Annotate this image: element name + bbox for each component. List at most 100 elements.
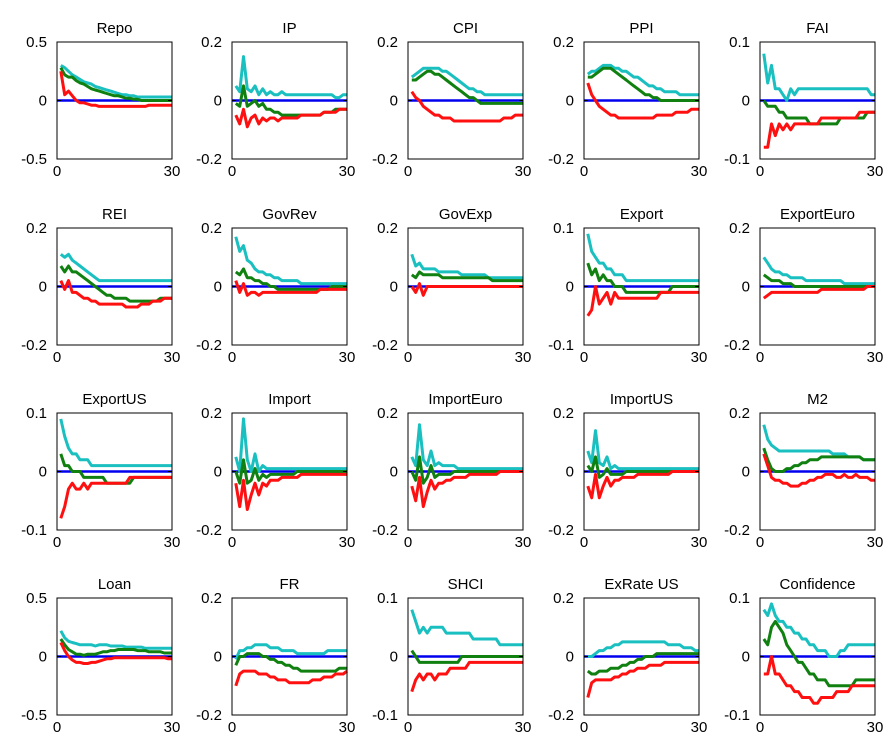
panel-confidence-median-line [762,619,875,688]
panel-govrev-ytick-label: -0.2 [196,337,222,354]
panel-rei-lower-band-line [59,279,172,309]
panel-shci-median-line [410,649,523,664]
panel-loan-xtick-label: 30 [164,719,181,736]
panel-rei-ytick-label: -0.2 [21,337,47,354]
panel-ip-lower-band-line [234,107,347,129]
panel-govrev-ytick-label: 0.2 [201,220,222,237]
panel-exporteuro-median-line [762,273,875,288]
panel-fai-ytick-label: 0.1 [729,34,750,51]
panel-rei-ytick-label: 0 [39,279,47,296]
panel-ppi-ytick-label: 0.2 [553,34,574,51]
panel-fai-lower-band-line [763,110,875,149]
panel-importeuro-ytick-label: 0 [390,464,398,481]
panel-exrate-us-ytick-label: -0.2 [548,707,574,724]
panel-ppi-ytick-label: 0 [566,93,574,110]
panel-exporteuro-upper-band-line [762,256,875,286]
panel-confidence-upper-band-line [762,602,875,658]
panel-ip-xtick-label: 0 [228,163,236,180]
panel-fr-xtick-label: 0 [228,719,236,736]
panel-exrate-us-xtick-label: 0 [580,719,588,736]
panel-exporteuro-xtick-label: 0 [756,349,764,366]
panel-fr-ytick-label: -0.2 [196,707,222,724]
panel-ppi-xtick-label: 0 [580,163,588,180]
panel-exrate-us-upper-band-line [587,640,699,658]
panel-cpi: CPI -0.2 0 0.2 0 30 [372,20,531,180]
panel-export-upper-band-line [586,233,699,283]
panel-m2-ytick-label: 0.2 [729,405,750,422]
panel-importus-ytick-label: 0.2 [553,405,574,422]
panel-govexp-xtick-label: 30 [515,349,532,366]
panel-importus-ytick-label: 0 [566,464,574,481]
panel-m2-upper-band-line [762,424,875,462]
panel-repo: Repo -0.5 0 0.5 0 30 [21,20,180,180]
panel-exporteuro-lower-band-line [762,285,875,300]
panel-exporteuro-ytick-label: 0 [742,279,750,296]
panel-exportus-upper-band-line [59,418,172,468]
panel-ip-ytick-label: 0 [214,93,222,110]
panel-govrev-xtick-label: 0 [228,349,236,366]
panel-rei-upper-band-line [59,252,172,283]
panel-importus-upper-band-line [586,429,699,471]
panel-import: Import -0.2 0 0.2 0 30 [196,391,355,551]
panel-govexp-ytick-label: 0.2 [377,220,398,237]
panel-rei: REI -0.2 0 0.2 0 30 [21,206,180,366]
panel-exporteuro: ExportEuro -0.2 0 0.2 0 30 [724,206,883,366]
panel-ppi-lower-band-line [586,82,699,120]
panel-fr-ytick-label: 0 [214,649,222,666]
panel-export-median-line [586,262,699,294]
panel-importeuro-title: ImportEuro [428,391,502,408]
panel-repo-lower-band-line [59,71,172,108]
panel-confidence: Confidence -0.1 0 0.1 0 30 [724,576,883,736]
panel-exporteuro-title: ExportEuro [780,206,855,223]
panel-export-lower-band-line [586,285,699,317]
panel-loan-ytick-label: 0 [39,649,47,666]
panel-loan-median-line [59,638,172,657]
panel-fai-upper-band-line [762,53,875,102]
panel-ppi-xtick-label: 30 [691,163,708,180]
panel-fr-title: FR [280,576,300,593]
panel-import-median-line [234,458,347,485]
panel-rei-xtick-label: 0 [53,349,61,366]
panel-m2: M2 -0.2 0 0.2 0 30 [724,391,883,551]
panel-cpi-ytick-label: -0.2 [372,151,398,168]
panel-govrev-xtick-label: 30 [339,349,356,366]
panel-govexp-lower-band-line [410,282,523,297]
panel-confidence-lower-band-line [763,655,875,705]
panel-import-upper-band-line [234,417,347,473]
panel-confidence-ytick-label: 0.1 [729,590,750,607]
panel-ppi: PPI -0.2 0 0.2 0 30 [548,20,707,180]
panel-repo-ytick-label: 0.5 [26,34,47,51]
panel-repo-ytick-label: 0 [39,93,47,110]
panel-import-title: Import [268,391,311,408]
panel-ip-title: IP [282,20,296,37]
panel-fai: FAI -0.1 0 0.1 0 30 [724,20,883,180]
panel-govrev-ytick-label: 0 [214,279,222,296]
panel-importus: ImportUS -0.2 0 0.2 0 30 [548,391,707,551]
panel-ppi-ytick-label: -0.2 [548,151,574,168]
panel-shci-upper-band-line [410,609,523,647]
panel-loan: Loan -0.5 0 0.5 0 30 [21,576,180,736]
panel-shci-xtick-label: 30 [515,719,532,736]
panel-exrate-us-median-line [586,652,699,676]
panel-fr-lower-band-line [234,669,348,687]
panel-cpi-ytick-label: 0.2 [377,34,398,51]
panel-exportus-title: ExportUS [82,391,146,408]
panel-exportus: ExportUS -0.1 0 0.1 0 30 [21,391,180,551]
panel-govrev: GovRev -0.2 0 0.2 0 30 [196,206,355,366]
panel-fr-upper-band-line [234,643,347,661]
panel-rei-median-line [59,264,172,303]
panel-importeuro-ytick-label: -0.2 [372,522,398,539]
panel-export-ytick-label: -0.1 [548,337,574,354]
panel-exportus-xtick-label: 30 [164,534,181,551]
panel-import-ytick-label: -0.2 [196,522,222,539]
panel-m2-xtick-label: 0 [756,534,764,551]
panel-ip: IP -0.2 0 0.2 0 30 [196,20,355,180]
panel-importus-xtick-label: 30 [691,534,708,551]
panel-exportus-ytick-label: 0.1 [26,405,47,422]
panel-export-xtick-label: 30 [691,349,708,366]
panel-cpi-xtick-label: 30 [515,163,532,180]
panel-ppi-median-line [587,66,699,102]
panel-import-lower-band-line [234,472,347,511]
panel-m2-ytick-label: 0 [742,464,750,481]
panel-export-xtick-label: 0 [580,349,588,366]
